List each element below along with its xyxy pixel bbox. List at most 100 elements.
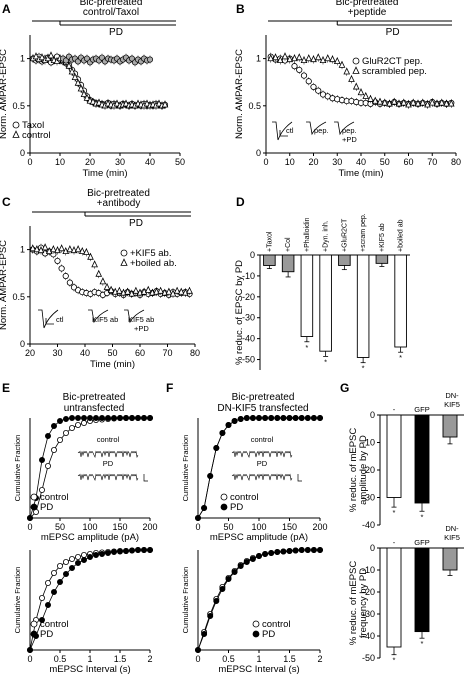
data-point xyxy=(280,548,287,555)
trace-label: control xyxy=(251,435,274,444)
bar xyxy=(414,547,430,633)
data-point xyxy=(201,631,208,638)
significance-marker: * xyxy=(393,656,396,665)
category-label: +GluR2CT xyxy=(341,218,348,252)
epsc-trace xyxy=(88,309,109,324)
data-point xyxy=(91,260,98,268)
x-axis-label: mEPSC Interval (s) xyxy=(218,664,299,675)
data-point xyxy=(51,446,58,453)
x-tick-label: 20 xyxy=(308,157,318,167)
data-point xyxy=(39,456,46,463)
data-point xyxy=(362,91,370,99)
data-point xyxy=(124,287,131,295)
data-point xyxy=(304,414,311,421)
data-point xyxy=(186,286,193,294)
x-axis-label: mEPSC amplitude (pA) xyxy=(210,532,308,543)
x-tick-label: 20 xyxy=(85,157,95,167)
data-point xyxy=(111,549,118,556)
data-point xyxy=(338,60,346,68)
data-point xyxy=(291,54,298,62)
y-tick-label: -50 xyxy=(362,653,375,663)
x-tick-label: 70 xyxy=(427,157,437,167)
data-point xyxy=(438,98,446,106)
data-point xyxy=(75,414,82,421)
data-point xyxy=(144,285,152,293)
x-axis-label: mEPSC amplitude (pA) xyxy=(41,532,139,543)
trace-label: pep. xyxy=(314,126,329,135)
x-tick-label: 0 xyxy=(195,654,200,664)
data-point xyxy=(69,565,76,572)
epsc-trace xyxy=(124,309,145,324)
data-point xyxy=(262,414,269,421)
data-point xyxy=(87,414,94,421)
y-axis-label: frequency by PD xyxy=(358,568,369,638)
trace-label: +PD xyxy=(134,324,149,333)
data-point xyxy=(69,414,76,421)
significance-marker: * xyxy=(305,343,308,352)
legend-label: GluR2CT pep. xyxy=(362,56,423,67)
bar xyxy=(442,414,458,438)
x-axis-label: Time (min) xyxy=(82,168,127,179)
data-point xyxy=(252,630,260,638)
significance-marker: * xyxy=(399,353,402,362)
data-point xyxy=(99,414,106,421)
data-point xyxy=(38,53,46,61)
data-point xyxy=(207,613,214,620)
legend-label: control xyxy=(40,619,69,630)
data-point xyxy=(268,414,275,421)
data-point xyxy=(213,598,220,605)
data-point xyxy=(220,493,228,501)
data-point xyxy=(75,421,82,428)
data-point xyxy=(400,98,408,106)
data-point xyxy=(272,53,279,61)
data-point xyxy=(78,247,86,255)
chart-subtitle: control/Taxol xyxy=(83,7,139,18)
data-point xyxy=(298,414,305,421)
data-point xyxy=(66,245,74,253)
data-point xyxy=(51,570,58,577)
mepsc-trace xyxy=(77,473,139,481)
scale-bar xyxy=(279,130,288,137)
treatment-bar-label: PD xyxy=(109,27,123,38)
data-point xyxy=(395,99,403,107)
data-point xyxy=(105,550,112,557)
data-point xyxy=(173,286,181,294)
x-tick-label: 200 xyxy=(312,522,327,532)
data-point xyxy=(105,414,112,421)
chart-title: Bic-pretreated xyxy=(336,0,399,8)
data-point xyxy=(65,61,73,69)
x-tick-label: 40 xyxy=(80,348,90,358)
x-tick-label: 0 xyxy=(27,157,32,167)
data-point xyxy=(447,99,455,107)
legend-label: control xyxy=(230,492,259,503)
x-tick-label: 50 xyxy=(175,157,185,167)
data-point xyxy=(161,100,169,108)
x-tick-label: 30 xyxy=(115,157,125,167)
data-point xyxy=(146,56,154,63)
data-point xyxy=(376,97,384,105)
bar xyxy=(319,254,332,352)
data-point xyxy=(255,414,262,421)
data-point xyxy=(194,647,201,654)
x-axis-label: Time (min) xyxy=(338,168,383,179)
scale-bar xyxy=(143,474,148,482)
y-tick-label: 1 xyxy=(256,54,261,64)
y-tick-label: 0 xyxy=(20,339,25,349)
y-tick-label: -40 xyxy=(242,334,255,344)
x-tick-label: 1 xyxy=(87,654,92,664)
y-axis-label: Cumulative Fraction xyxy=(181,435,190,502)
data-point xyxy=(182,288,189,296)
data-point xyxy=(63,571,70,578)
x-tick-label: 150 xyxy=(282,522,297,532)
data-point xyxy=(343,67,351,75)
category-label: DN- xyxy=(445,391,459,400)
data-point xyxy=(45,462,52,469)
x-axis-label: mEPSC Interval (s) xyxy=(49,664,130,675)
panel-f-amplitude-chart: 0 50 100 150 200 mEPSC amplitude (pA) Cumulati… xyxy=(181,392,328,543)
panel-e-interval-chart: 0 0.5 1 1.5 2 mEPSC Interval (s) Cumulative Fr… xyxy=(13,547,153,675)
panel-f-interval-chart: 0 0.5 1 1.5 2 mEPSC Interval (s) Cumulative Fr… xyxy=(181,547,323,675)
data-point xyxy=(268,550,275,557)
data-point xyxy=(51,422,58,429)
